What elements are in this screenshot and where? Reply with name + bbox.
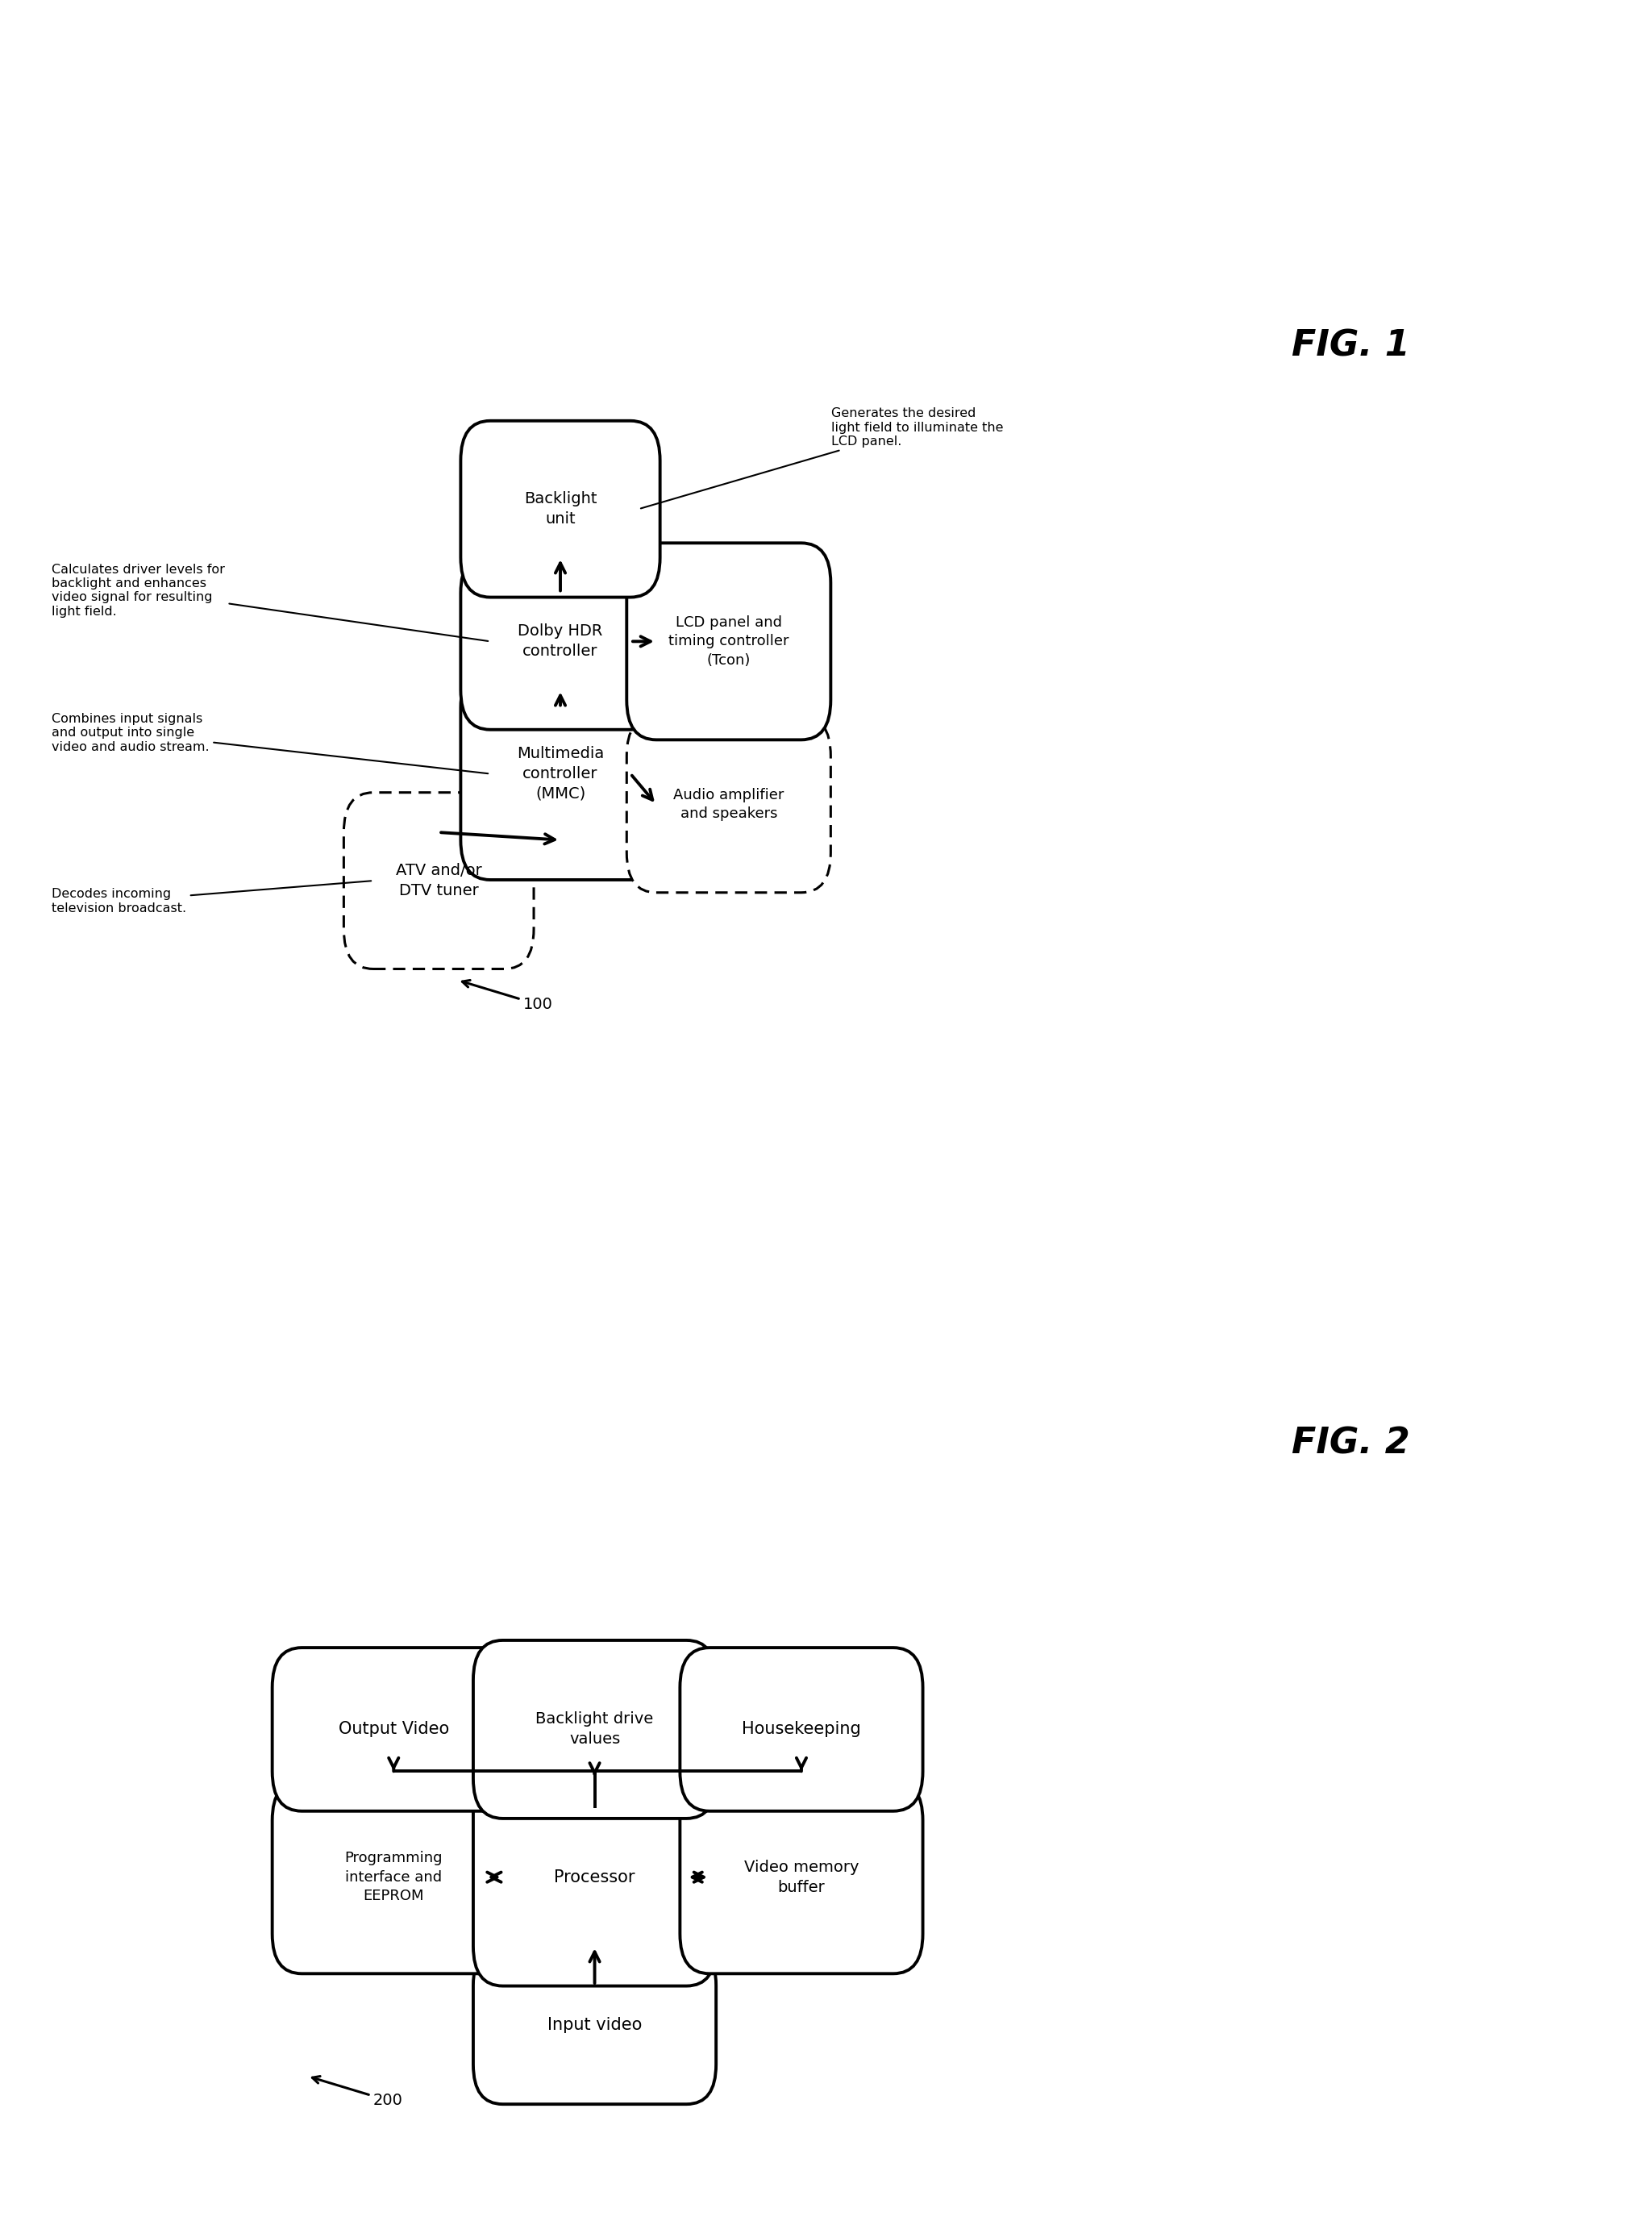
FancyBboxPatch shape bbox=[461, 421, 661, 596]
FancyBboxPatch shape bbox=[626, 716, 831, 892]
FancyBboxPatch shape bbox=[344, 792, 534, 968]
Text: Processor: Processor bbox=[553, 1869, 634, 1885]
Text: LCD panel and
timing controller
(Tcon): LCD panel and timing controller (Tcon) bbox=[669, 614, 790, 667]
Text: Backlight
unit: Backlight unit bbox=[524, 492, 596, 527]
Text: Input video: Input video bbox=[547, 2016, 643, 2034]
FancyBboxPatch shape bbox=[626, 543, 831, 739]
Text: Programming
interface and
EEPROM: Programming interface and EEPROM bbox=[345, 1851, 443, 1902]
Text: 200: 200 bbox=[312, 2076, 403, 2107]
FancyBboxPatch shape bbox=[681, 1780, 923, 1974]
FancyBboxPatch shape bbox=[273, 1780, 515, 1974]
Text: FIG. 1: FIG. 1 bbox=[1292, 329, 1411, 363]
Text: Multimedia
controller
(MMC): Multimedia controller (MMC) bbox=[517, 745, 605, 801]
Text: Output Video: Output Video bbox=[339, 1722, 449, 1738]
Text: Housekeeping: Housekeeping bbox=[742, 1722, 861, 1738]
Text: Backlight drive
values: Backlight drive values bbox=[535, 1711, 654, 1747]
Text: ATV and/or
DTV tuner: ATV and/or DTV tuner bbox=[396, 863, 482, 899]
Text: FIG. 2: FIG. 2 bbox=[1292, 1426, 1411, 1462]
Text: Decodes incoming
television broadcast.: Decodes incoming television broadcast. bbox=[51, 881, 372, 914]
Text: Audio amplifier
and speakers: Audio amplifier and speakers bbox=[674, 788, 785, 821]
FancyBboxPatch shape bbox=[681, 1649, 923, 1811]
Text: Dolby HDR
controller: Dolby HDR controller bbox=[517, 623, 603, 659]
FancyBboxPatch shape bbox=[472, 1769, 715, 1987]
Text: Video memory
buffer: Video memory buffer bbox=[743, 1860, 859, 1896]
Text: Calculates driver levels for
backlight and enhances
video signal for resulting
l: Calculates driver levels for backlight a… bbox=[51, 563, 487, 641]
FancyBboxPatch shape bbox=[461, 554, 661, 730]
Text: Combines input signals
and output into single
video and audio stream.: Combines input signals and output into s… bbox=[51, 712, 487, 774]
Text: Generates the desired
light field to illuminate the
LCD panel.: Generates the desired light field to ill… bbox=[641, 407, 1004, 507]
Text: 100: 100 bbox=[463, 981, 553, 1012]
FancyBboxPatch shape bbox=[461, 667, 661, 879]
FancyBboxPatch shape bbox=[472, 1945, 715, 2105]
FancyBboxPatch shape bbox=[472, 1640, 715, 1818]
FancyBboxPatch shape bbox=[273, 1649, 515, 1811]
